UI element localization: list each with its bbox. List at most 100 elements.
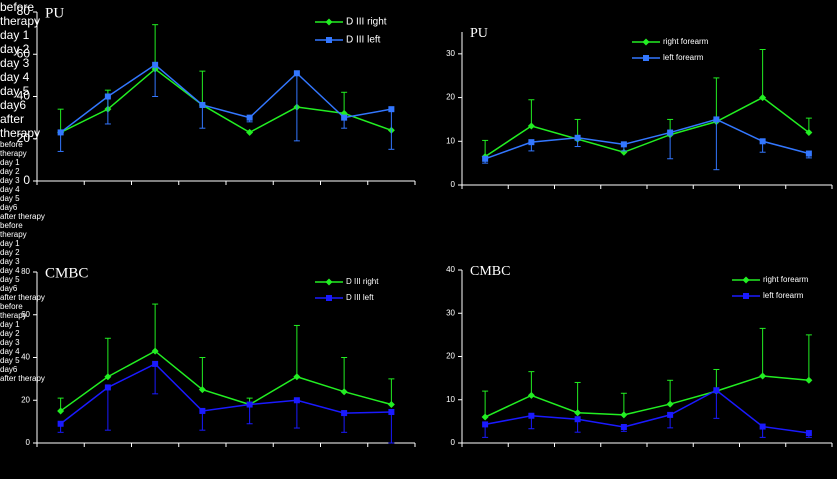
marker [104,384,111,391]
x-tick-label: day6 [0,365,18,374]
marker [620,141,627,148]
marker [293,70,300,77]
x-tick-label: day 3 [0,176,20,185]
marker [482,155,489,162]
marker [388,409,395,416]
marker [387,401,395,409]
y-tick-label: 10 [446,136,455,145]
x-tick-label: day 1 [0,158,20,167]
x-tick-label: day 3 [0,338,20,347]
y-tick-label: 20 [446,352,455,361]
marker [620,411,628,419]
x-tick-label: day 5 [0,194,20,203]
x-tick-label: day 4 [0,70,30,84]
marker [759,372,767,380]
marker [326,295,332,301]
x-tick-label: before therapy [0,302,27,320]
marker [527,122,535,130]
y-tick-label: 80 [17,4,31,18]
marker [104,373,112,381]
marker [574,134,581,141]
x-tick-label: day6 [0,203,18,212]
y-tick-label: 20 [446,93,455,102]
marker [527,391,535,399]
x-tick-label: day 5 [0,356,20,365]
legend-label: left forearm [763,291,804,300]
marker [713,387,720,394]
y-tick-label: 40 [446,265,455,274]
marker [388,106,395,113]
x-tick-label: day 4 [0,266,20,275]
x-tick-label: day 2 [0,167,20,176]
x-tick-label: day 2 [0,248,20,257]
y-tick-label: 0 [26,438,31,447]
marker [341,114,348,121]
series-line [60,363,392,425]
y-tick-label: 60 [17,46,31,60]
x-tick-label: day 4 [0,347,20,356]
legend-label: D III left [346,35,381,46]
marker [325,278,333,286]
marker [574,416,581,423]
x-tick-label: day 2 [0,329,20,338]
marker [57,129,64,136]
marker [759,138,766,145]
marker [199,407,206,414]
marker [759,423,766,430]
marker [805,376,813,384]
x-tick-label: before therapy [0,0,41,28]
legend-label: D III left [346,293,374,302]
x-tick-label: day 1 [0,28,30,42]
marker [326,37,332,43]
x-tick-label: after therapy [0,293,45,302]
marker [759,94,767,102]
legend-label: right forearm [663,37,709,46]
series-line [60,63,392,134]
chart-title: PU [45,5,64,21]
marker [481,413,489,421]
marker [742,276,750,284]
legend-label: D III right [346,277,379,286]
x-tick-label: day 3 [0,56,30,70]
series-line [484,389,809,434]
y-tick-label: 20 [17,131,31,145]
legend-label: left forearm [663,53,704,62]
marker [246,401,253,408]
y-tick-label: 40 [17,89,31,103]
series-line [484,375,809,418]
legend-label: right forearm [763,275,809,284]
x-tick-label: day 1 [0,239,20,248]
y-tick-label: 20 [21,395,30,404]
series-line [484,96,810,158]
x-tick-label: day 5 [0,275,20,284]
marker [620,423,627,430]
series-line [60,350,392,412]
marker [805,150,812,157]
marker [104,93,111,100]
marker [528,412,535,419]
marker [152,360,159,367]
marker [57,420,64,427]
y-tick-label: 60 [21,310,30,319]
marker [643,55,649,61]
marker [528,139,535,146]
y-tick-label: 0 [23,173,30,187]
marker [246,128,254,136]
marker [246,114,253,121]
marker [293,397,300,404]
x-tick-label: before therapy [0,221,27,239]
marker [666,400,674,408]
y-tick-label: 30 [446,308,455,317]
y-tick-label: 80 [21,267,30,276]
chart-title: PU [470,26,488,41]
marker [341,410,348,417]
series-line [484,118,810,160]
x-tick-label: day6 [0,284,18,293]
y-tick-label: 0 [451,180,456,189]
marker [325,18,333,26]
x-tick-label: day 2 [0,42,30,56]
marker [293,373,301,381]
chart-title: CMBC [470,264,510,279]
x-tick-label: after therapy [0,374,45,383]
